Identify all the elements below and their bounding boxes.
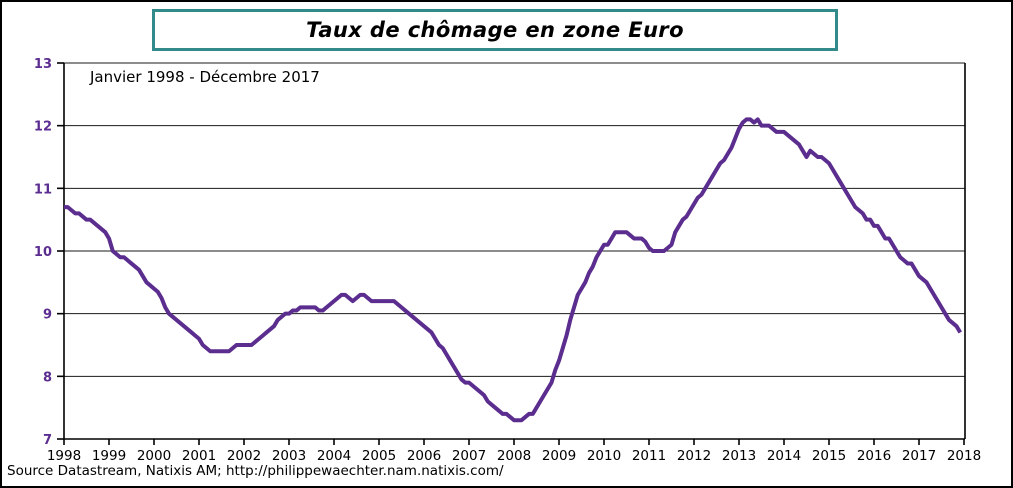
page-title: Taux de chômage en zone Euro — [306, 18, 684, 42]
y-tick-label: 11 — [34, 182, 52, 197]
x-tick-label: 2003 — [272, 448, 306, 464]
x-tick-label: 2008 — [497, 448, 531, 464]
y-tick-label: 12 — [34, 120, 52, 135]
x-tick-label: 2001 — [182, 448, 216, 464]
x-tick-label: 2011 — [632, 448, 666, 464]
x-tick-label: 2002 — [227, 448, 261, 464]
x-tick-label: 2009 — [542, 448, 576, 464]
data-line — [64, 117, 962, 423]
x-tick-label: 2013 — [722, 448, 756, 464]
x-tick-label: 2017 — [902, 448, 936, 464]
chart-subtitle: Janvier 1998 - Décembre 2017 — [90, 68, 320, 86]
y-tick-label: 8 — [43, 370, 52, 385]
x-tick-label: 2010 — [587, 448, 621, 464]
y-tick-label: 9 — [43, 308, 52, 323]
y-tick-label: 7 — [43, 433, 52, 448]
x-tick-label: 2015 — [812, 448, 846, 464]
x-tick-label: 1998 — [47, 448, 81, 464]
y-tick-label: 13 — [34, 57, 52, 72]
y-tick-label: 10 — [34, 245, 52, 260]
x-tick-label: 2014 — [767, 448, 801, 464]
x-tick-label: 2005 — [362, 448, 396, 464]
x-tick-label: 2016 — [857, 448, 891, 464]
source-text: Source Datastream, Natixis AM; http://ph… — [7, 463, 504, 479]
chart-title-box: Taux de chômage en zone Euro — [152, 9, 838, 51]
x-tick-label: 2012 — [677, 448, 711, 464]
x-tick-label: 1999 — [92, 448, 126, 464]
x-tick-label: 2007 — [452, 448, 486, 464]
x-tick-label: 2000 — [137, 448, 171, 464]
x-tick-label: 2018 — [947, 448, 981, 464]
x-tick-label: 2004 — [317, 448, 351, 464]
x-tick-label: 2006 — [407, 448, 441, 464]
